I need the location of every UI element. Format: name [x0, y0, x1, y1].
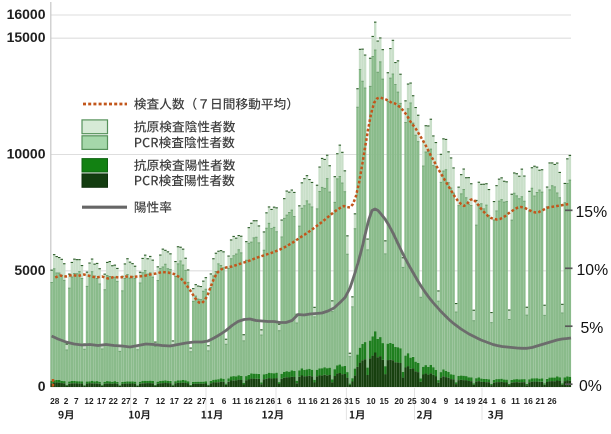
svg-text:27: 27 [197, 396, 207, 406]
svg-text:9: 9 [444, 396, 449, 406]
svg-text:15%: 15% [576, 204, 608, 221]
svg-text:11: 11 [298, 396, 307, 406]
svg-text:21: 21 [255, 396, 265, 406]
svg-text:1: 1 [491, 396, 496, 406]
svg-text:16: 16 [244, 396, 254, 406]
svg-text:5%: 5% [581, 320, 604, 337]
svg-text:0%: 0% [579, 378, 602, 395]
svg-text:20: 20 [394, 396, 404, 406]
svg-text:11: 11 [232, 396, 241, 406]
svg-text:10000: 10000 [7, 146, 46, 162]
svg-text:17: 17 [170, 396, 180, 406]
svg-text:1: 1 [277, 396, 282, 406]
svg-text:7: 7 [74, 396, 79, 406]
svg-text:17: 17 [97, 396, 107, 406]
svg-text:16000: 16000 [7, 6, 46, 22]
svg-text:6: 6 [501, 396, 506, 406]
svg-text:27: 27 [121, 396, 131, 406]
svg-text:26: 26 [266, 396, 276, 406]
svg-text:6: 6 [287, 396, 292, 406]
svg-text:26: 26 [332, 396, 342, 406]
svg-text:4: 4 [432, 396, 437, 406]
svg-text:2: 2 [133, 396, 138, 406]
svg-text:26: 26 [547, 396, 557, 406]
svg-text:2: 2 [64, 396, 69, 406]
svg-text:11: 11 [511, 396, 520, 406]
svg-text:0: 0 [38, 378, 46, 394]
svg-text:15000: 15000 [7, 29, 46, 45]
svg-text:21: 21 [535, 396, 545, 406]
svg-text:31: 31 [344, 396, 354, 406]
svg-text:14: 14 [454, 396, 464, 406]
svg-text:15: 15 [379, 396, 389, 406]
svg-text:19: 19 [466, 396, 476, 406]
svg-text:24: 24 [478, 396, 488, 406]
svg-text:22: 22 [109, 396, 119, 406]
svg-text:28: 28 [50, 396, 60, 406]
svg-text:25: 25 [407, 396, 417, 406]
svg-text:1: 1 [210, 396, 215, 406]
svg-text:5000: 5000 [14, 262, 45, 278]
svg-text:10: 10 [366, 396, 376, 406]
svg-text:5: 5 [355, 396, 360, 406]
svg-text:22: 22 [183, 396, 193, 406]
svg-text:7: 7 [144, 396, 149, 406]
svg-text:16: 16 [524, 396, 534, 406]
svg-text:30: 30 [420, 396, 430, 406]
svg-text:21: 21 [320, 396, 330, 406]
svg-text:12: 12 [156, 396, 166, 406]
svg-text:16: 16 [308, 396, 318, 406]
svg-text:12: 12 [84, 396, 94, 406]
svg-text:6: 6 [222, 396, 227, 406]
svg-text:10%: 10% [577, 262, 609, 279]
